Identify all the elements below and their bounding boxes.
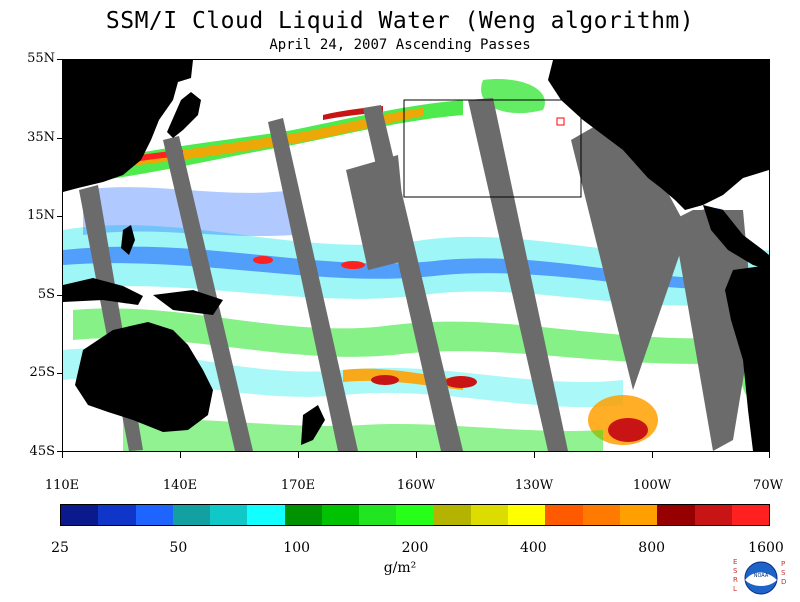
longitude-tick bbox=[298, 452, 299, 458]
longitude-tick bbox=[534, 452, 535, 458]
longitude-label: 110E bbox=[44, 478, 80, 493]
latitude-label: 55N bbox=[27, 51, 55, 66]
longitude-tick bbox=[62, 452, 63, 458]
colorbar-tick-label: 400 bbox=[519, 540, 547, 556]
colorbar-swatch bbox=[582, 505, 620, 525]
colorbar-units: g/m² bbox=[383, 560, 417, 576]
cloud-field bbox=[63, 79, 769, 451]
latitude-tick bbox=[57, 451, 62, 452]
region-box bbox=[403, 99, 582, 198]
latitude-tick bbox=[57, 373, 62, 375]
colorbar-swatch bbox=[619, 505, 658, 525]
colorbar-swatch bbox=[657, 505, 695, 525]
latitude-label: 5S bbox=[37, 286, 55, 302]
colorbar-swatch bbox=[321, 505, 360, 525]
red-marker bbox=[556, 117, 565, 126]
latitude-label: 35N bbox=[27, 129, 55, 145]
colorbar-swatch bbox=[508, 505, 546, 525]
longitude-label: 70W bbox=[753, 478, 783, 493]
latitude-tick bbox=[57, 294, 62, 296]
colorbar-tick-label: 200 bbox=[401, 540, 429, 556]
map-svg bbox=[63, 60, 769, 451]
latitude-label: 45S bbox=[29, 444, 55, 459]
map-panel bbox=[62, 59, 770, 452]
colorbar bbox=[60, 504, 770, 526]
latitude-tick bbox=[57, 216, 62, 218]
longitude-label: 160W bbox=[396, 478, 436, 493]
svg-text:NOAA: NOAA bbox=[754, 573, 769, 579]
colorbar-tick-label: 100 bbox=[283, 540, 311, 556]
longitude-tick bbox=[416, 452, 417, 458]
colorbar-swatch bbox=[135, 505, 173, 525]
colorbar-swatch bbox=[210, 505, 248, 525]
colorbar-swatch bbox=[545, 505, 583, 525]
longitude-tick bbox=[180, 452, 181, 458]
latitude-tick bbox=[57, 137, 62, 139]
colorbar-swatch bbox=[470, 505, 509, 525]
colorbar-tick-label: 25 bbox=[51, 540, 69, 556]
latitude-tick bbox=[57, 59, 62, 60]
colorbar-swatch bbox=[284, 505, 322, 525]
colorbar-swatch bbox=[98, 505, 136, 525]
colorbar-swatch bbox=[694, 505, 732, 525]
longitude-tick bbox=[769, 452, 770, 458]
colorbar-swatch bbox=[731, 505, 770, 525]
longitude-label: 140E bbox=[162, 478, 198, 493]
colorbar-swatch bbox=[247, 505, 285, 525]
colorbar-swatch bbox=[172, 505, 211, 525]
longitude-tick bbox=[652, 452, 653, 458]
colorbar-tick-label: 1600 bbox=[748, 540, 784, 556]
colorbar-tick-label: 50 bbox=[169, 540, 188, 556]
map-title: SSM/I Cloud Liquid Water (Weng algorithm… bbox=[105, 8, 695, 34]
latitude-label: 25S bbox=[29, 365, 55, 381]
land bbox=[63, 60, 769, 451]
colorbar-swatch bbox=[433, 505, 471, 525]
colorbar-swatch bbox=[61, 505, 99, 525]
latitude-label: 15N bbox=[27, 208, 55, 224]
colorbar-tick-label: 800 bbox=[638, 540, 666, 556]
map-subtitle: April 24, 2007 Ascending Passes bbox=[269, 37, 531, 53]
longitude-label: 130W bbox=[514, 478, 554, 493]
longitude-label: 170E bbox=[280, 478, 316, 493]
longitude-label: 100W bbox=[632, 478, 672, 493]
colorbar-swatch bbox=[359, 505, 397, 525]
swath-gaps bbox=[79, 98, 753, 451]
colorbar-swatch bbox=[396, 505, 434, 525]
